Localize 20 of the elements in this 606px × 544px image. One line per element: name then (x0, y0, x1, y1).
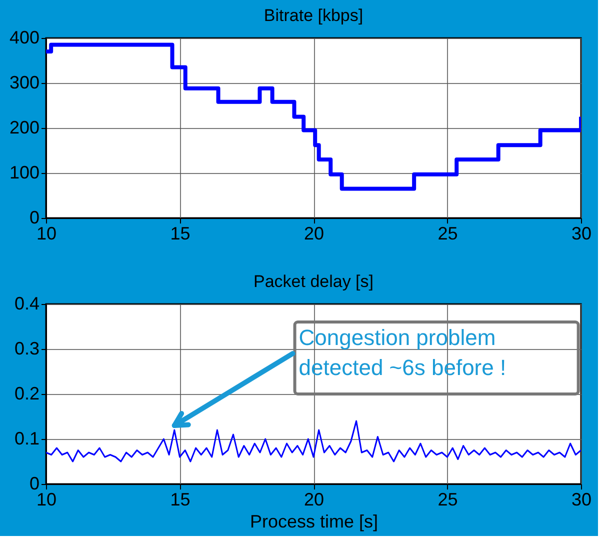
x-tick-label: 30 (571, 224, 592, 244)
y-tick-label: 0.4 (14, 294, 40, 314)
y-tick-label: 0.3 (14, 338, 40, 358)
y-tick-label: 0.2 (14, 384, 40, 404)
x-tick-label: 25 (438, 224, 458, 244)
x-tick-label: 15 (170, 224, 190, 244)
y-tick-label: 0.1 (14, 428, 40, 448)
x-tick-label: 20 (304, 224, 324, 244)
x-tick-label: 15 (170, 490, 190, 510)
x-tick-label: 20 (304, 490, 324, 510)
x-tick-label: 25 (438, 490, 458, 510)
y-tick-label: 400 (9, 28, 40, 48)
y-tick-label: 300 (9, 72, 40, 92)
x-tick-label: 30 (571, 490, 592, 510)
chart-title: Packet delay [s] (253, 272, 374, 291)
line-series (46, 420, 581, 462)
x-axis-title: Process time [s] (250, 512, 378, 532)
y-tick-label: 200 (9, 118, 40, 138)
chart-title: Bitrate [kbps] (264, 6, 364, 25)
y-tick-label: 100 (9, 162, 40, 182)
